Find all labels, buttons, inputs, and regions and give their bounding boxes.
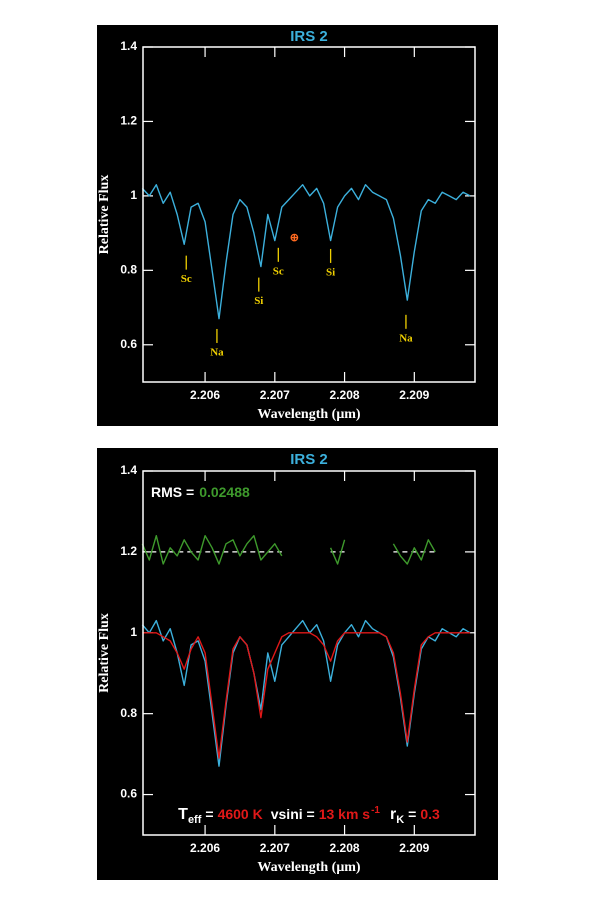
y-tick-label: 1.4 (120, 39, 137, 53)
x-tick-label: 2.208 (330, 388, 360, 402)
y-tick-label: 0.8 (120, 263, 137, 277)
line-label: Sc (273, 265, 284, 277)
y-tick-label: 0.6 (120, 337, 137, 351)
chart-title: IRS 2 (290, 451, 328, 468)
fit-parameter: = (205, 806, 213, 822)
fit-parameter: K (396, 814, 404, 826)
y-tick-label: 0.8 (120, 706, 137, 720)
spectrum-line (141, 184, 471, 320)
fit-parameter: eff (188, 814, 202, 826)
y-tick-label: 1 (130, 188, 137, 202)
panel-background (97, 25, 498, 426)
line-label: Si (326, 266, 335, 278)
fit-parameter: = (408, 806, 416, 822)
spectrum-line (142, 632, 471, 759)
x-tick-label: 2.208 (330, 841, 360, 855)
panel-background (97, 448, 498, 880)
y-tick-label: 1.2 (120, 114, 137, 128)
x-tick-label: 2.209 (399, 841, 429, 855)
spectrum-line (141, 535, 436, 565)
y-axis-label: Relative Flux (97, 175, 112, 255)
line-label: Sc (181, 273, 192, 285)
y-axis-label: Relative Flux (97, 613, 112, 693)
x-tick-label: 2.209 (399, 388, 429, 402)
line-label: Na (210, 346, 224, 358)
line-label: Na (399, 332, 413, 344)
rms-label: RMS = (151, 484, 194, 500)
fit-parameter: -1 (371, 805, 380, 816)
x-tick-label: 2.207 (260, 388, 290, 402)
y-tick-label: 1.4 (120, 463, 137, 477)
y-tick-label: 1.2 (120, 544, 137, 558)
line-label: Si (254, 295, 263, 307)
y-tick-label: 0.6 (120, 787, 137, 801)
x-tick-label: 2.207 (260, 841, 290, 855)
fit-parameter: 0.3 (420, 806, 440, 822)
fit-parameter: r (390, 806, 396, 823)
rms-text: RMS = 0.02488 (151, 484, 250, 500)
fit-parameter: vsini = (271, 806, 315, 822)
x-axis-label: Wavelength (μm) (257, 407, 361, 422)
plot-frame (142, 46, 476, 383)
x-tick-label: 2.206 (190, 388, 220, 402)
chart-title: IRS 2 (290, 28, 328, 45)
x-tick-label: 2.206 (190, 841, 220, 855)
fit-parameter: 4600 K (218, 806, 263, 822)
plot-frame (142, 470, 476, 836)
fit-parameter: T (178, 806, 188, 823)
x-axis-label: Wavelength (μm) (257, 860, 361, 875)
rms-value: 0.02488 (199, 484, 250, 500)
y-tick-label: 1 (130, 625, 137, 639)
fit-parameter: 13 km s (319, 806, 371, 822)
telluric-symbol: ⊕ (290, 232, 299, 244)
